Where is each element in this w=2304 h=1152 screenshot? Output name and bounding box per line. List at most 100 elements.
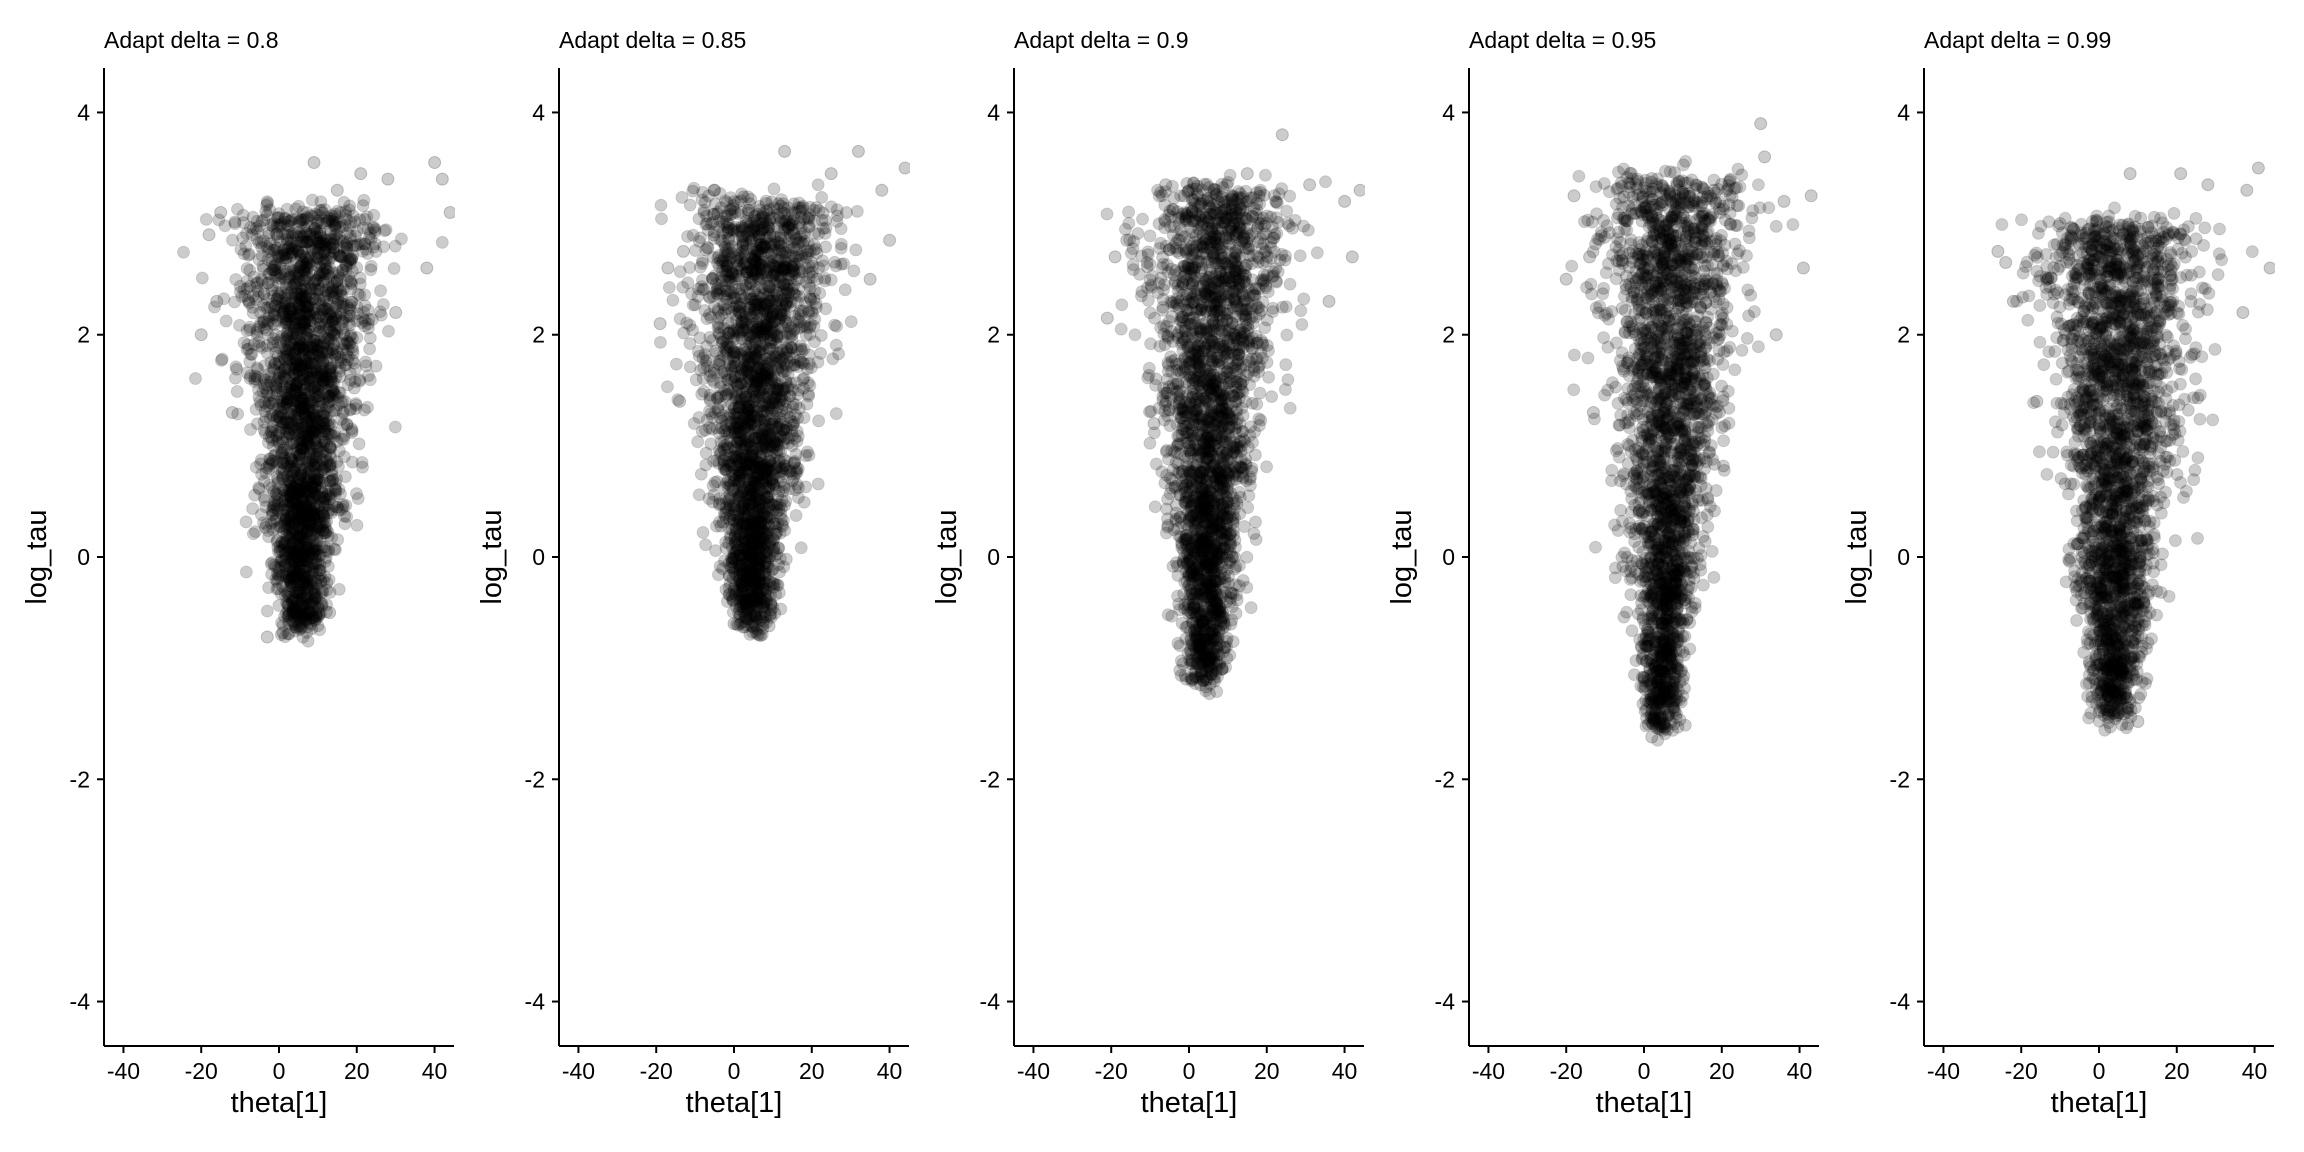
scatter-point bbox=[286, 606, 300, 620]
scatter-point bbox=[420, 261, 434, 275]
scatter-point bbox=[361, 303, 375, 317]
scatter-point bbox=[305, 596, 319, 610]
scatter-point bbox=[301, 500, 315, 514]
scatter-point bbox=[294, 359, 308, 373]
scatter-point bbox=[286, 506, 299, 520]
scatter-point bbox=[279, 371, 292, 385]
scatter-point bbox=[306, 609, 320, 623]
scatter-point bbox=[261, 276, 275, 290]
scatter-point bbox=[259, 466, 273, 480]
scatter-point bbox=[284, 445, 298, 459]
scatter-point bbox=[305, 557, 319, 571]
scatter-point bbox=[296, 315, 310, 329]
scatter-point bbox=[263, 375, 277, 389]
scatter-point bbox=[303, 579, 317, 593]
scatter-point bbox=[297, 546, 311, 560]
scatter-point bbox=[332, 582, 346, 596]
scatter-point bbox=[314, 238, 328, 252]
scatter-point bbox=[273, 258, 287, 271]
scatter-point bbox=[313, 450, 327, 464]
scatter-point bbox=[299, 283, 312, 296]
scatter-point bbox=[286, 263, 300, 277]
scatter-point bbox=[291, 483, 305, 497]
scatter-point bbox=[237, 247, 251, 261]
scatter-point bbox=[297, 494, 311, 508]
scatter-point bbox=[318, 449, 332, 463]
scatter-point bbox=[394, 232, 408, 246]
scatter-point bbox=[707, 375, 721, 389]
scatter-point bbox=[278, 514, 292, 528]
scatter-point bbox=[305, 258, 319, 272]
scatter-point bbox=[230, 362, 244, 376]
scatter-point bbox=[277, 483, 291, 497]
scatter-point bbox=[336, 343, 350, 357]
scatter-point bbox=[302, 429, 316, 443]
scatter-point bbox=[272, 561, 286, 575]
scatter-point bbox=[311, 310, 325, 324]
scatter-point bbox=[298, 343, 312, 357]
scatter-point bbox=[324, 240, 338, 254]
scatter-point bbox=[307, 447, 320, 461]
scatter-point bbox=[294, 541, 308, 555]
scatter-point bbox=[281, 460, 295, 473]
scatter-point bbox=[276, 471, 290, 485]
scatter-point bbox=[281, 541, 295, 555]
scatter-point bbox=[314, 299, 328, 313]
scatter-point bbox=[314, 367, 328, 381]
scatter-point bbox=[264, 557, 278, 571]
scatter-point bbox=[250, 233, 264, 246]
scatter-point bbox=[326, 237, 340, 251]
scatter-point bbox=[325, 214, 339, 228]
scatter-point bbox=[296, 589, 310, 603]
scatter-point bbox=[338, 358, 352, 372]
scatter-point bbox=[284, 552, 297, 566]
scatter-point bbox=[288, 413, 302, 426]
scatter-point bbox=[337, 195, 351, 209]
scatter-point bbox=[279, 511, 293, 525]
scatter-point bbox=[323, 362, 337, 376]
scatter-point bbox=[290, 414, 304, 428]
scatter-point bbox=[798, 226, 811, 240]
scatter-point bbox=[285, 571, 299, 585]
scatter-point bbox=[307, 340, 321, 353]
scatter-point bbox=[326, 313, 340, 327]
scatter-point bbox=[314, 236, 328, 249]
scatter-point bbox=[292, 564, 306, 578]
scatter-point bbox=[328, 219, 341, 233]
scatter-point bbox=[251, 284, 265, 298]
scatter-point bbox=[326, 472, 340, 486]
scatter-point bbox=[288, 295, 302, 309]
scatter-point bbox=[292, 550, 306, 564]
x-tick-label: 0 bbox=[273, 1058, 286, 1084]
scatter-point bbox=[336, 235, 350, 248]
scatter-point bbox=[297, 367, 311, 381]
scatter-point bbox=[288, 347, 302, 361]
scatter-point bbox=[689, 244, 702, 257]
scatter-point bbox=[298, 341, 312, 355]
scatter-point bbox=[271, 533, 284, 547]
scatter-point bbox=[253, 305, 267, 319]
scatter-point bbox=[708, 475, 722, 489]
scatter-point bbox=[293, 299, 307, 313]
scatter-point bbox=[273, 250, 287, 264]
scatter-point bbox=[328, 426, 342, 440]
scatter-point bbox=[260, 630, 274, 644]
scatter-point bbox=[337, 450, 351, 464]
scatter-point bbox=[299, 289, 312, 303]
scatter-point bbox=[255, 241, 269, 254]
scatter-point bbox=[296, 549, 309, 563]
scatter-point bbox=[294, 386, 308, 400]
scatter-point bbox=[267, 484, 281, 498]
scatter-point bbox=[302, 312, 316, 326]
scatter-point bbox=[294, 259, 308, 273]
scatter-point bbox=[334, 306, 348, 320]
scatter-point bbox=[315, 231, 329, 245]
scatter-point bbox=[258, 373, 272, 387]
scatter-point bbox=[321, 298, 335, 312]
scatter-point bbox=[330, 183, 344, 197]
scatter-point bbox=[298, 481, 312, 495]
scatter-point bbox=[344, 309, 358, 323]
scatter-point bbox=[298, 510, 312, 524]
scatter-point bbox=[286, 563, 300, 577]
scatter-point bbox=[281, 512, 295, 526]
